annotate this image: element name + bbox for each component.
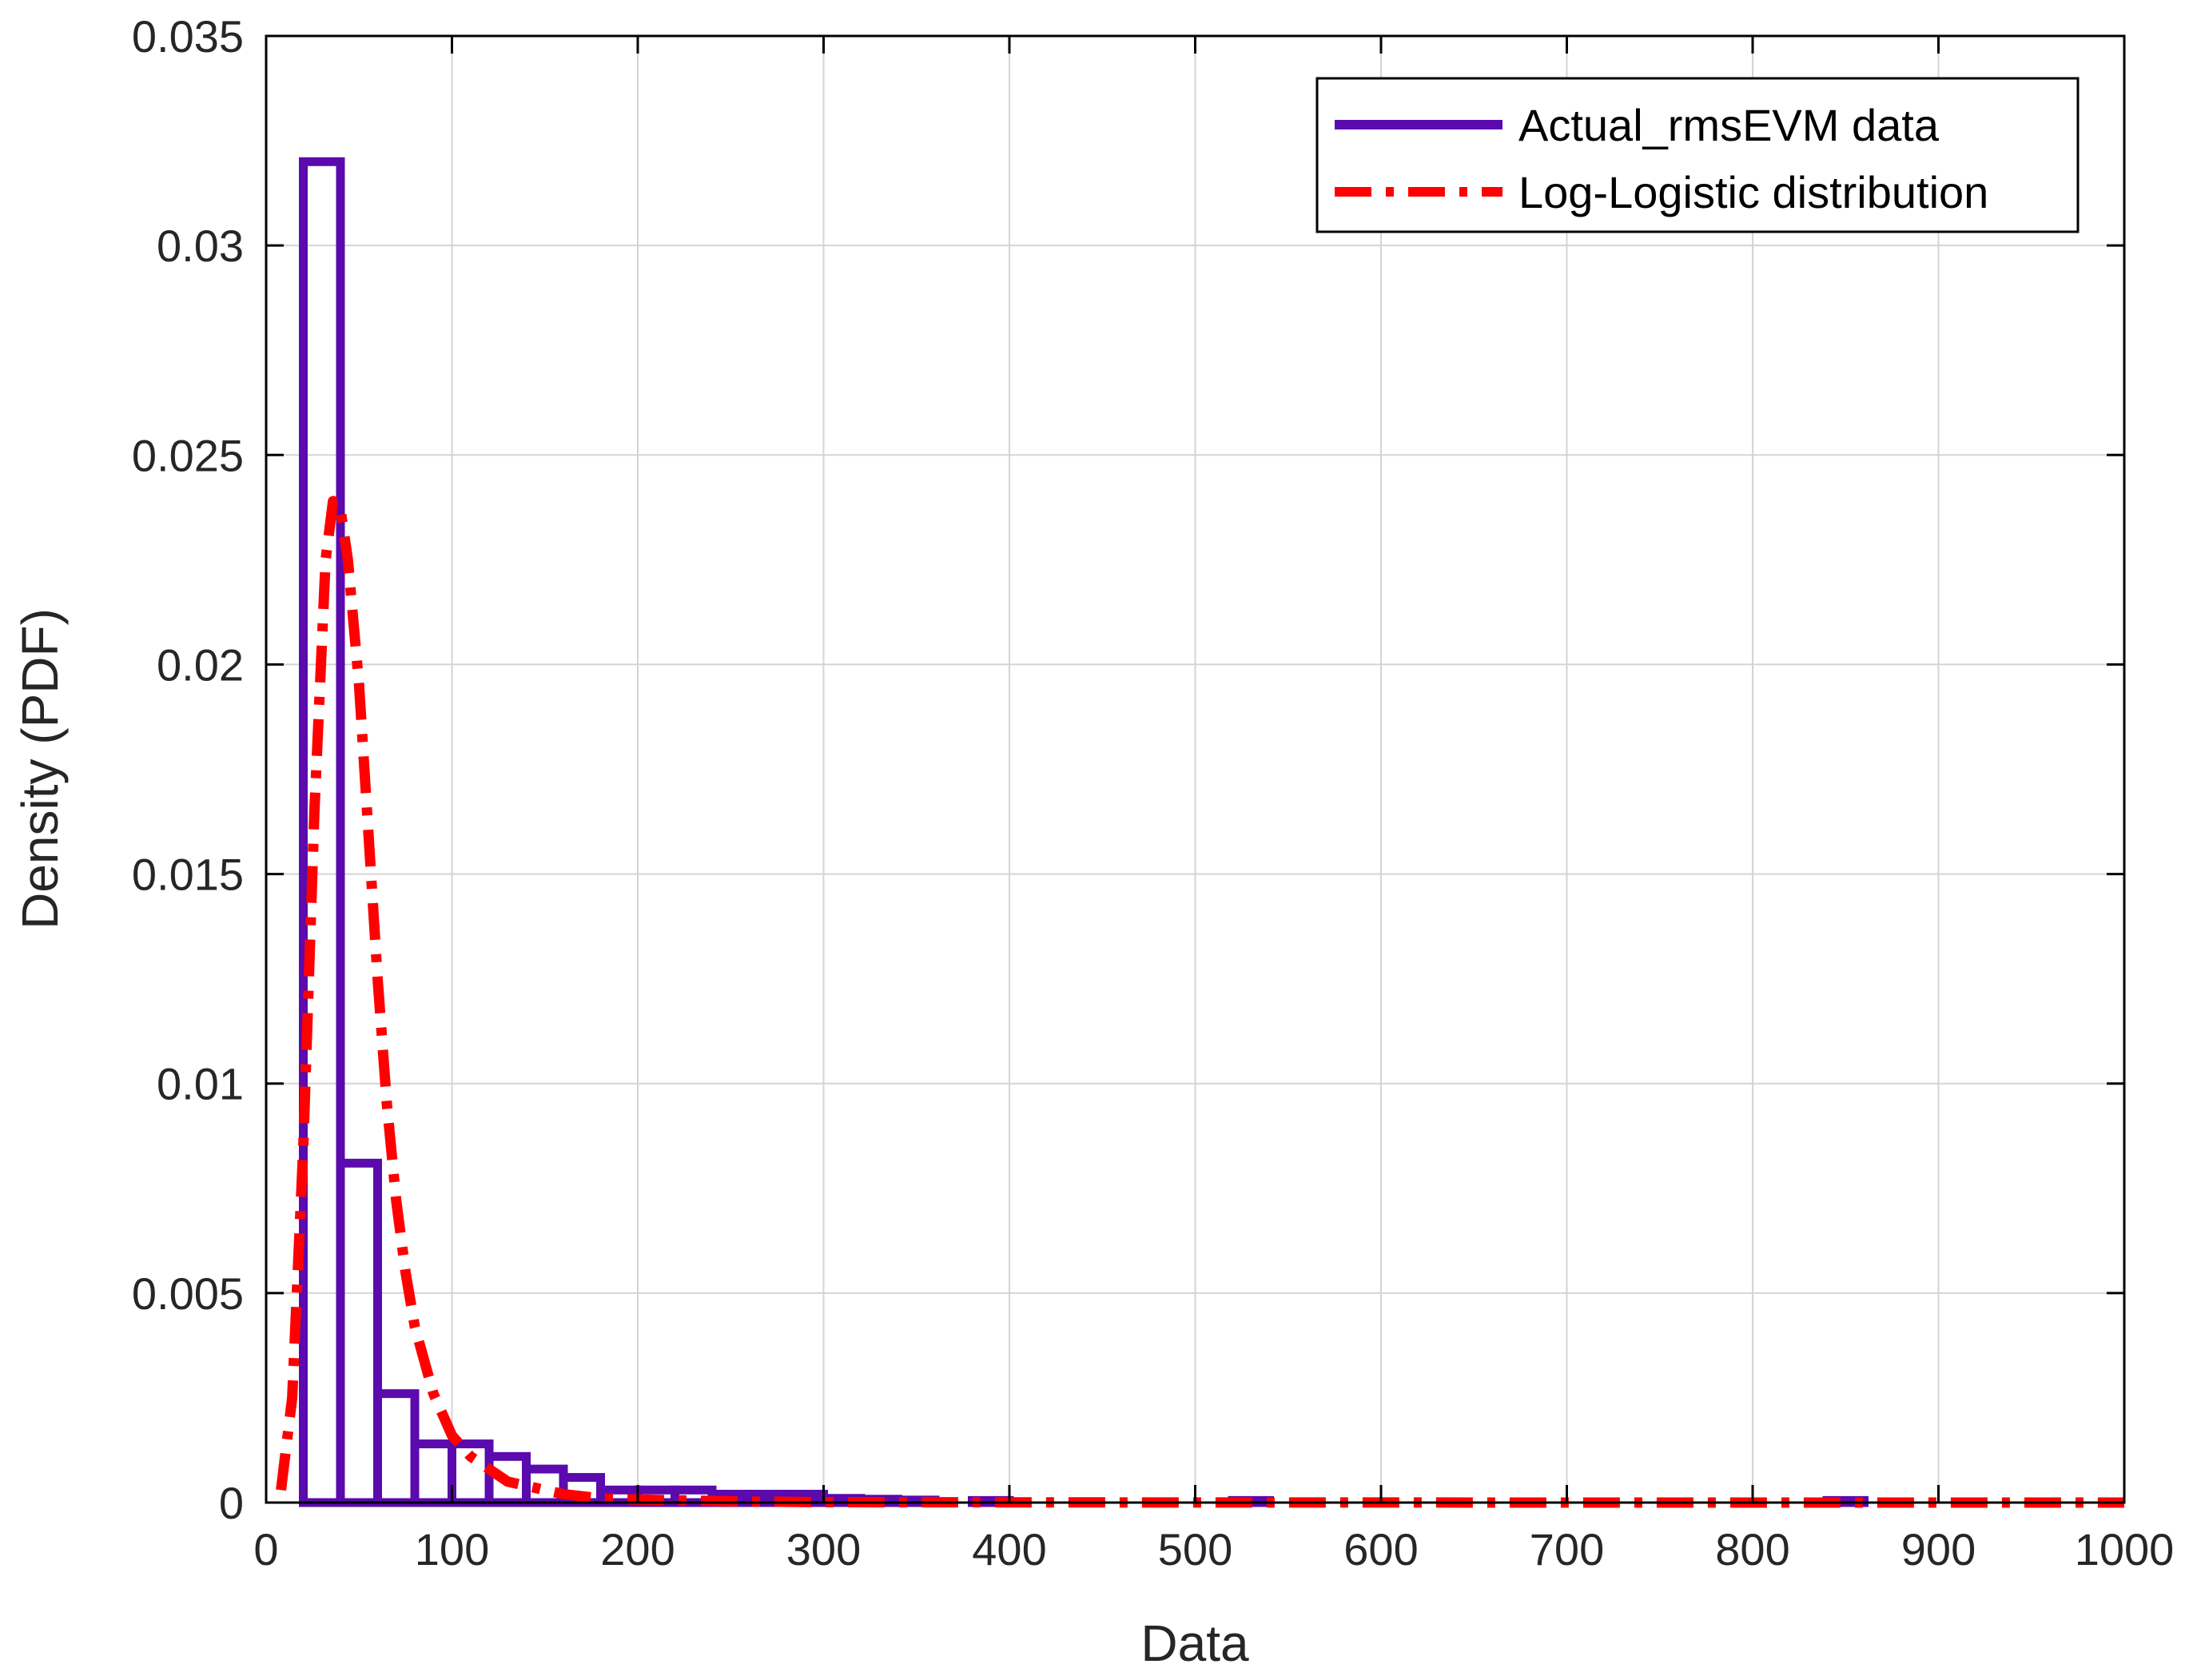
legend: Actual_rmsEVM data Log-Logistic distribu…: [1315, 77, 2080, 233]
y-tick-label: 0: [219, 1478, 244, 1528]
x-tick-label: 200: [600, 1524, 675, 1575]
y-tick-label: 0.015: [132, 850, 244, 900]
y-tick-labels: 0 0.005 0.01 0.015 0.02 0.025 0.03 0.035: [132, 11, 244, 1528]
y-tick-label: 0.005: [132, 1268, 244, 1319]
x-tick-label: 300: [786, 1524, 861, 1575]
x-tick-label: 600: [1343, 1524, 1418, 1575]
x-tick-label: 100: [415, 1524, 489, 1575]
y-axis-label: Density (PDF): [11, 608, 69, 930]
x-tick-label: 400: [972, 1524, 1046, 1575]
y-tick-label: 0.01: [157, 1059, 244, 1109]
x-tick-label: 1000: [2075, 1524, 2175, 1575]
legend-box: [1315, 77, 2080, 233]
axis-ticks: [265, 34, 2126, 1504]
y-tick-label: 0.02: [157, 639, 244, 690]
x-tick-label: 700: [1530, 1524, 1604, 1575]
x-tick-labels: 0 100 200 300 400 500 600 700 800 900 1000: [253, 1524, 2174, 1575]
x-tick-label: 500: [1158, 1524, 1232, 1575]
y-tick-label: 0.03: [157, 221, 244, 271]
x-tick-label: 900: [1901, 1524, 1976, 1575]
y-tick-label: 0.035: [132, 11, 244, 62]
x-tick-label: 800: [1715, 1524, 1789, 1575]
legend-label-actual: Actual_rmsEVM data: [1518, 100, 1940, 150]
legend-label-loglogistic: Log-Logistic distribution: [1518, 167, 1988, 217]
x-tick-label: 0: [253, 1524, 278, 1575]
y-tick-label: 0.025: [132, 430, 244, 480]
x-axis-label: Data: [1140, 1614, 1249, 1672]
